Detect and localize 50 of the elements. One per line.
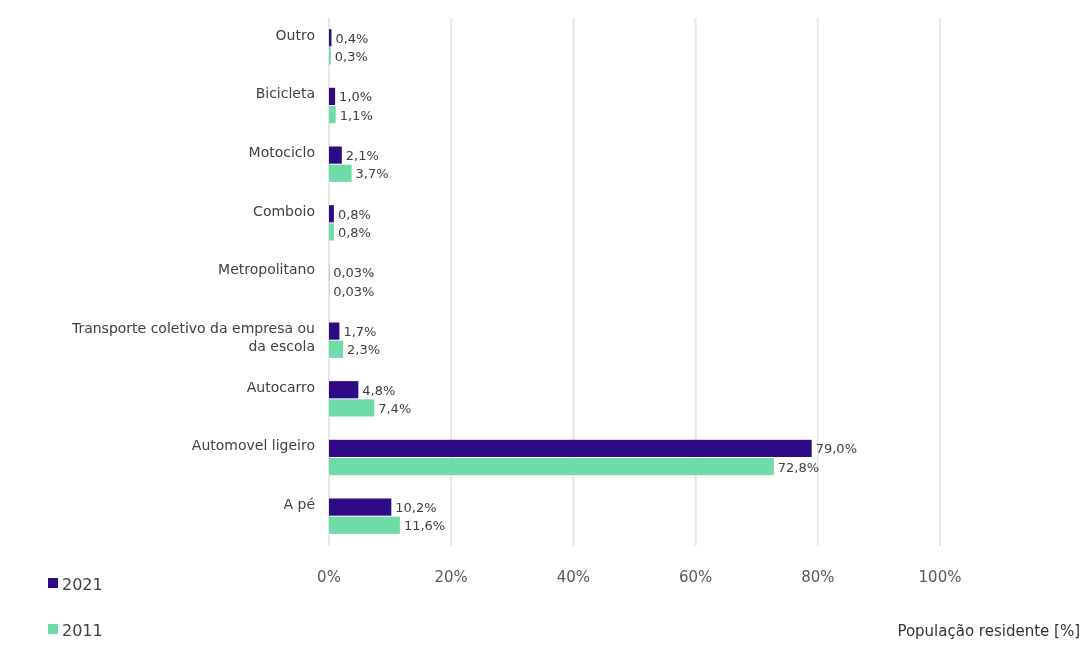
bar: [329, 340, 344, 358]
data-label: 3,7%: [355, 166, 389, 182]
bar: [329, 87, 336, 105]
data-label: 2,1%: [345, 148, 379, 164]
data-label: 0,3%: [334, 48, 368, 64]
bar: [329, 106, 336, 124]
data-label: 2,3%: [347, 342, 381, 358]
bar: [329, 164, 352, 182]
data-label: 0,8%: [337, 206, 371, 222]
data-label: 7,4%: [378, 400, 412, 416]
data-label: 0,03%: [333, 283, 375, 299]
data-label: 1,0%: [339, 89, 373, 105]
bar: [329, 223, 334, 241]
data-label: 0,4%: [335, 30, 369, 46]
y-tick-label: Motociclo: [248, 143, 315, 160]
data-label: 11,6%: [403, 518, 446, 534]
legend-label: 2021: [62, 574, 103, 594]
data-label: 72,8%: [777, 459, 820, 475]
x-tick-label: 60%: [678, 568, 713, 586]
y-tick-label: A pé: [283, 495, 315, 512]
y-tick-label: Autocarro: [246, 378, 315, 395]
data-label: 4,8%: [362, 382, 396, 398]
x-tick-label: 100%: [918, 568, 962, 586]
data-label: 1,7%: [343, 324, 377, 340]
y-tick-label: Comboio: [253, 202, 315, 219]
bar: [329, 516, 400, 534]
data-label: 0,03%: [333, 265, 375, 281]
x-tick-label: 20%: [434, 568, 468, 586]
bar: [329, 322, 340, 340]
bar: [329, 205, 334, 223]
y-tick-label: Outro: [275, 26, 315, 43]
y-tick-label: Transporte coletivo da empresa ou da escola: [70, 319, 315, 355]
bar: [329, 146, 342, 164]
data-label: 1,1%: [339, 107, 373, 123]
x-tick-label: 80%: [801, 568, 835, 586]
y-tick-label: Bicicleta: [255, 85, 315, 102]
data-label: 79,0%: [815, 441, 857, 457]
bar: [329, 381, 359, 399]
bar: [329, 439, 812, 457]
y-tick-label: Automovel ligeiro: [191, 437, 315, 454]
data-label: 10,2%: [395, 500, 437, 516]
y-tick-label: Metropolitano: [218, 261, 315, 278]
data-label: 0,8%: [337, 224, 371, 240]
legend-label: 2011: [62, 620, 103, 640]
x-axis-title: População residente [%]: [897, 622, 1080, 640]
bar: [329, 498, 392, 516]
bar: [329, 458, 774, 476]
bar: [329, 399, 375, 417]
x-tick-label: 0%: [317, 568, 341, 586]
x-tick-label: 40%: [556, 568, 591, 586]
